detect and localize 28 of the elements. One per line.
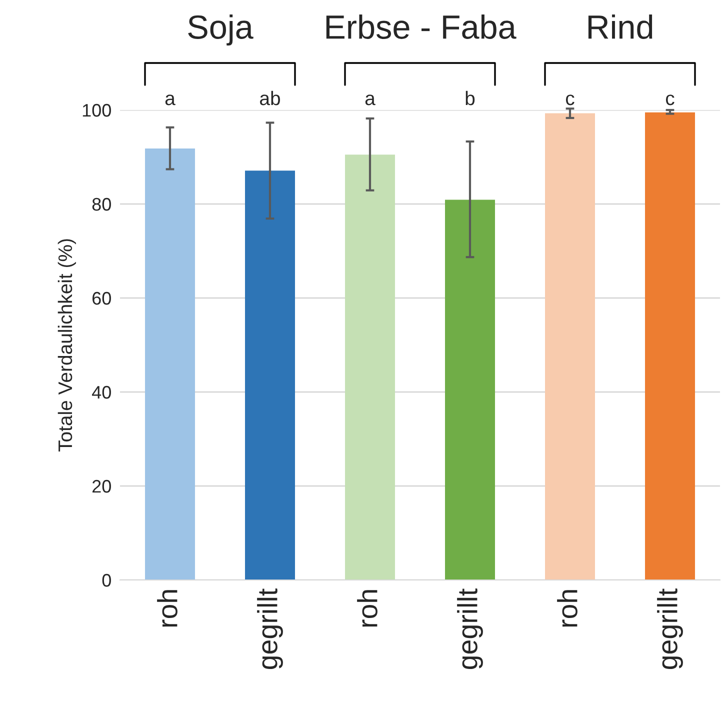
bar	[445, 200, 495, 580]
x-tick-label: roh	[357, 590, 378, 627]
text: Soja	[188, 14, 254, 46]
text: Rind	[588, 14, 652, 39]
x-tick-label: roh	[157, 590, 178, 627]
bar	[545, 113, 595, 580]
y-tick-label: 80	[92, 198, 111, 211]
y-tick-label: 40	[92, 386, 111, 399]
y-tick-label: 20	[92, 480, 111, 493]
x-tick-label: gegrillt	[257, 588, 283, 669]
y-axis-title: Totale Verdaulichkeit (%)	[58, 239, 76, 452]
text: ab	[260, 90, 280, 106]
text: c	[666, 94, 674, 106]
y-tick-label: 0	[102, 574, 111, 587]
y-tick-label: 100	[82, 104, 111, 117]
y-tick-label: 60	[92, 292, 111, 305]
bar	[245, 170, 295, 580]
text: b	[466, 90, 475, 106]
x-tick-label: roh	[557, 590, 578, 627]
text: a	[165, 94, 176, 106]
x-tick-label: gegrillt	[657, 588, 683, 669]
text: a	[365, 94, 376, 106]
text: c	[566, 94, 574, 106]
text: Erbse - Faba	[326, 14, 516, 39]
bar	[645, 112, 695, 580]
x-tick-label: gegrillt	[457, 588, 483, 669]
bar	[345, 154, 395, 580]
bar	[145, 148, 195, 580]
